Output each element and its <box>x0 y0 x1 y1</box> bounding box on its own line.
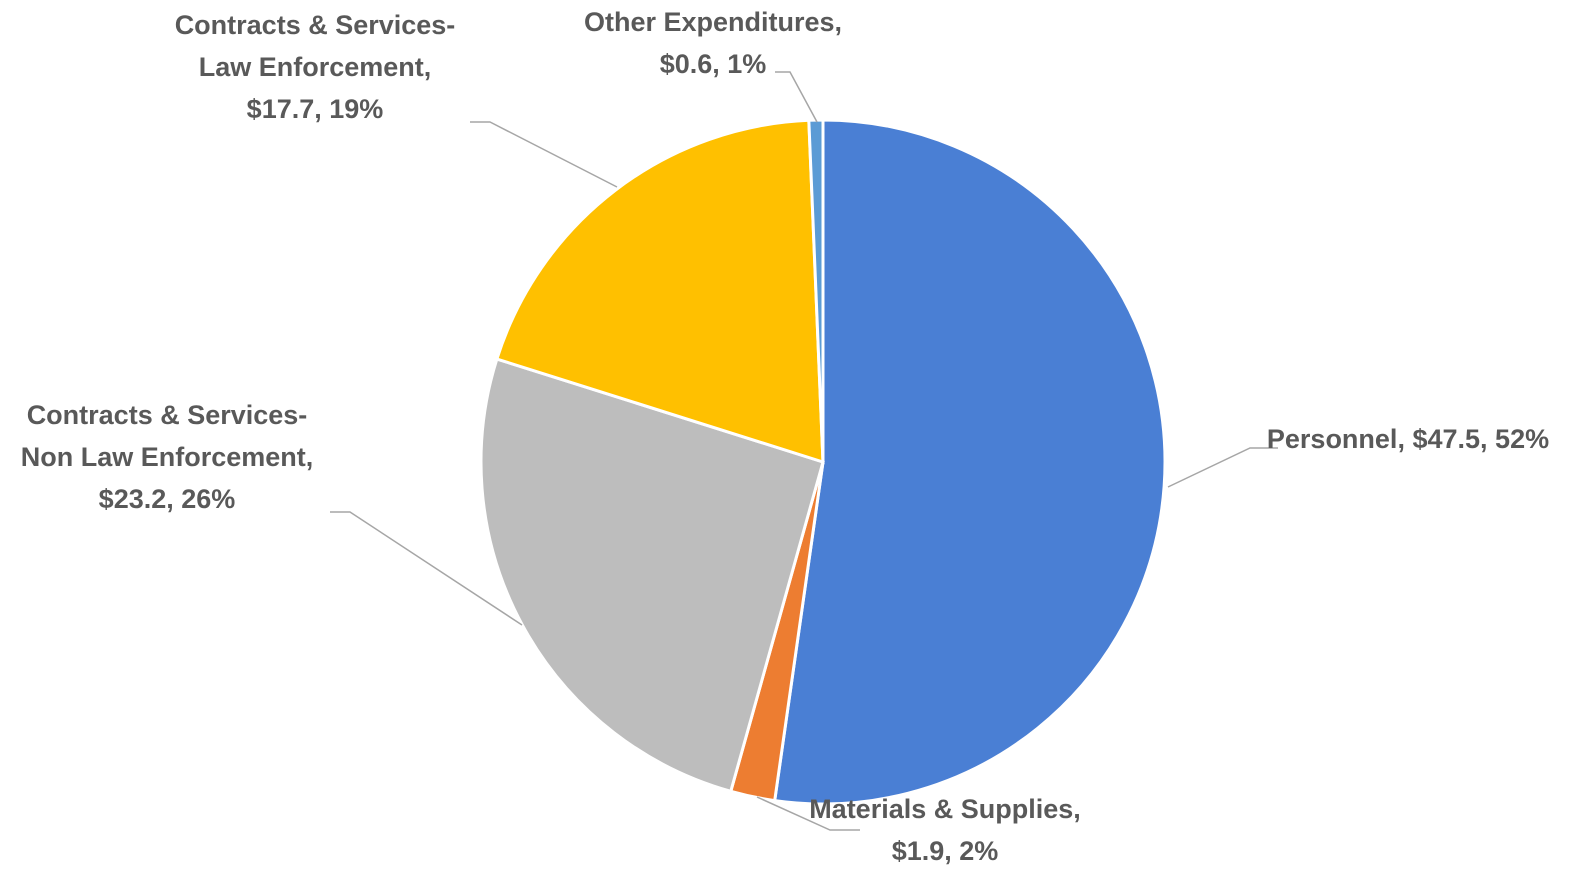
pie <box>479 118 1167 806</box>
value-label: $47.5 <box>1412 424 1481 454</box>
category-label: Contracts & Services-Law Enforcement <box>174 10 456 82</box>
category-label: Materials & Supplies <box>809 794 1074 824</box>
separator: , <box>712 49 728 79</box>
wedge <box>773 118 1167 806</box>
separator: , <box>834 7 843 37</box>
leader-line <box>330 511 523 626</box>
separator: , <box>1073 794 1081 824</box>
leader-line <box>775 71 818 123</box>
separator: , <box>944 836 960 866</box>
wedge <box>494 118 825 465</box>
data-label: Contracts & Services-Non Law Enforcement… <box>7 394 327 520</box>
value-label: $1.9 <box>891 836 945 866</box>
data-label: Personnel, $47.5, 52% <box>1263 418 1553 460</box>
separator: , <box>166 484 182 514</box>
percent-label: 19% <box>329 94 384 124</box>
leader-lines <box>330 71 1278 831</box>
value-label: $23.2 <box>98 484 167 514</box>
data-label: Other Expenditures, $0.6, 1% <box>563 1 863 85</box>
data-label: Materials & Supplies, $1.9, 2% <box>800 788 1090 872</box>
separator: , <box>314 94 330 124</box>
value-label: $17.7 <box>246 94 315 124</box>
separator: , <box>1480 424 1496 454</box>
leader-line <box>1167 447 1278 488</box>
percent-label: 2% <box>959 836 999 866</box>
data-label: Contracts & Services-Law Enforcement, $1… <box>160 4 470 130</box>
separator: , <box>423 52 432 82</box>
category-label: Contracts & Services-Non Law Enforcement <box>20 400 308 472</box>
category-label: Other Expenditures <box>583 7 835 37</box>
leader-line <box>756 796 860 831</box>
value-label: $0.6 <box>659 49 713 79</box>
wedge <box>479 357 825 794</box>
percent-label: 26% <box>181 484 236 514</box>
percent-label: 52% <box>1495 424 1550 454</box>
separator: , <box>305 442 314 472</box>
category-label: Personnel <box>1266 424 1398 454</box>
separator: , <box>1397 424 1413 454</box>
leader-line <box>470 121 618 188</box>
percent-label: 1% <box>727 49 767 79</box>
